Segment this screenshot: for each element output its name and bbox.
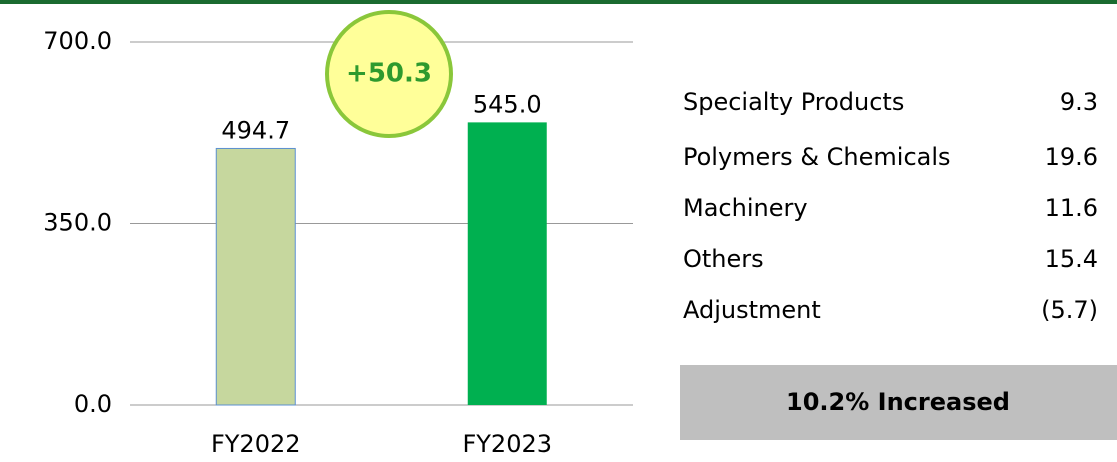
x-tick-label: FY2023 <box>462 430 552 458</box>
bar <box>215 147 296 406</box>
value-label: 545.0 <box>473 90 542 118</box>
summary-text: 10.2% Increased <box>786 388 1010 416</box>
value-label: 494.7 <box>221 116 290 144</box>
row-value: 9.3 <box>1060 88 1098 116</box>
row-label: Adjustment <box>683 296 821 324</box>
row-value: (5.7) <box>1041 296 1098 324</box>
row-label: Machinery <box>683 194 808 222</box>
annotation: +50.3 <box>346 59 432 89</box>
row-label: Polymers & Chemicals <box>683 143 951 171</box>
row-value: 11.6 <box>1045 194 1098 222</box>
y-tick-label: 0.0 <box>74 390 112 418</box>
annotation-circle <box>325 10 453 138</box>
bar <box>467 122 547 405</box>
row-label: Specialty Products <box>683 88 904 116</box>
summary-box <box>680 365 1117 440</box>
row-label: Others <box>683 245 764 273</box>
y-tick-label: 700.0 <box>43 27 112 55</box>
row-value: 15.4 <box>1045 245 1098 273</box>
row-value: 19.6 <box>1045 143 1098 171</box>
y-tick-label: 350.0 <box>43 209 112 237</box>
x-tick-label: FY2022 <box>211 430 301 458</box>
top-rule <box>0 0 1117 4</box>
